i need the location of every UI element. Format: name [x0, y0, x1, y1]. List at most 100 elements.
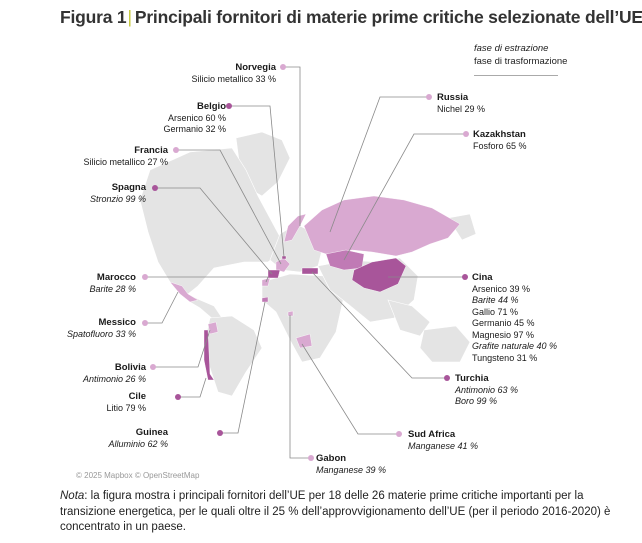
material-share: Grafite naturale 40 %: [472, 341, 558, 351]
title-separator: |: [127, 7, 132, 27]
figure-title: Figura 1| Principali fornitori di materie…: [60, 7, 642, 28]
material-share: Fosforo 65 %: [473, 140, 527, 151]
country-south-africa: [295, 333, 313, 349]
country-name: Gabon: [316, 453, 347, 464]
marker-dot-cile: [175, 394, 181, 400]
country-label-bolivia: Bolivia Antimonio 26 %: [83, 362, 146, 385]
note-label: Nota: [60, 490, 85, 502]
material-share: Manganese 39 %: [316, 464, 387, 475]
legend-processing: fase di trasformazione: [474, 56, 568, 67]
country-name: Norvegia: [235, 62, 276, 73]
note-text: : la figura mostra i principali fornitor…: [60, 490, 611, 533]
material-share: Barite 28 %: [89, 283, 136, 294]
material-share: Germanio 32 %: [163, 124, 226, 134]
country-name: Messico: [98, 317, 137, 328]
country-name: Bolivia: [114, 362, 146, 373]
country-name: Spagna: [111, 182, 146, 193]
country-name: Sud Africa: [408, 429, 456, 440]
leader-line-spagna: [155, 187, 273, 275]
country-label-cina: Cina Arsenico 39 % Barite 44 % Gallio 71 % G…: [472, 272, 557, 364]
marker-dot-sudafrica: [396, 431, 402, 437]
country-bolivia: [207, 321, 219, 335]
country-label-marocco: Marocco Barite 28 %: [89, 272, 136, 295]
leader-line-marocco: [145, 276, 269, 283]
material-share: Silicio metallico 33 %: [191, 73, 276, 84]
land-north-america: [139, 147, 287, 295]
marker-dot-norvegia: [280, 64, 286, 70]
leader-line-russia: [329, 96, 429, 233]
material-share: Tungsteno 31 %: [472, 352, 538, 363]
country-name: Guinea: [135, 427, 168, 438]
material-share: Alluminio 62 %: [108, 438, 168, 449]
material-share: Germanio 45 %: [472, 318, 535, 328]
marker-dot-russia: [426, 94, 432, 100]
country-china: [351, 257, 407, 293]
material-share: Arsenico 39 %: [472, 283, 531, 294]
land-alaska-east: [447, 213, 477, 241]
marker-dots: [142, 64, 469, 461]
country-label-sudafrica: Sud Africa Manganese 41 %: [408, 429, 478, 452]
leader-line-kazakhstan: [343, 133, 466, 261]
marker-dot-messico: [142, 320, 148, 326]
country-belgium: [281, 255, 287, 260]
title-text: Principali fornitori di materie prime cr…: [134, 7, 642, 27]
country-label-guinea: Guinea Alluminio 62 %: [108, 427, 168, 450]
country-label-gabon: Gabon Manganese 39 %: [316, 453, 386, 476]
country-label-francia: Francia Silicio metallico 27 %: [83, 145, 168, 168]
leader-line-bolivia: [153, 329, 211, 368]
legend-extraction: fase di estrazione: [474, 43, 549, 54]
leader-line-sudafrica: [301, 343, 399, 435]
material-share: Stronzio 99 %: [89, 193, 146, 204]
leader-line-messico: [145, 291, 179, 324]
material-share: Boro 99 %: [455, 396, 498, 406]
marker-dot-marocco: [142, 274, 148, 280]
country-label-russia: Russia Nichel 29 %: [437, 92, 485, 115]
country-name: Russia: [437, 92, 469, 103]
country-guinea: [261, 296, 269, 303]
leader-line-turchia: [311, 271, 447, 379]
country-label-kazakhstan: Kazakhstan Fosforo 65 %: [473, 129, 527, 152]
country-name: Marocco: [96, 272, 136, 283]
material-share: Spatofluoro 33 %: [66, 328, 136, 339]
leader-line-guinea: [220, 301, 266, 434]
country-name: Turchia: [455, 373, 489, 384]
country-label-messico: Messico Spatofluoro 33 %: [67, 317, 136, 340]
country-norway: [283, 213, 307, 243]
country-label-norvegia: Norvegia Silicio metallico 33 %: [191, 62, 276, 85]
leader-lines: [145, 66, 466, 459]
figure-note: Nota: la figura mostra i principali forn…: [60, 489, 632, 536]
land-africa: [261, 273, 345, 363]
country-name: Kazakhstan: [473, 129, 526, 140]
material-share: Arsenico 60 %: [167, 112, 226, 123]
material-share: Gallio 71 %: [472, 306, 519, 317]
country-label-spagna: Spagna Stronzio 99 %: [90, 182, 146, 205]
country-turkey: [301, 267, 319, 275]
map-credit: © 2025 Mapbox © OpenStreetMap: [76, 471, 200, 480]
legend: fase di estrazione fase di trasformazion…: [474, 42, 567, 76]
country-gabon: [287, 310, 294, 317]
country-spain: [267, 269, 281, 279]
leader-line-gabon: [289, 315, 311, 459]
country-name: Francia: [134, 145, 168, 156]
material-share: Antimonio 26 %: [82, 373, 146, 384]
land-australia: [419, 325, 471, 363]
leader-line-cile: [178, 377, 207, 398]
country-chile: [203, 329, 215, 381]
marker-dot-turchia: [444, 375, 450, 381]
material-share: Manganese 41 %: [408, 440, 479, 451]
leader-line-norvegia: [283, 66, 301, 226]
marker-dot-bolivia: [150, 364, 156, 370]
leader-line-francia: [176, 149, 282, 265]
legend-divider: [474, 75, 558, 76]
material-share: Barite 44 %: [472, 295, 519, 305]
marker-dot-gabon: [308, 455, 314, 461]
leader-line-belgio: [229, 105, 285, 258]
land-base: [139, 131, 477, 397]
marker-dot-guinea: [217, 430, 223, 436]
marker-dot-cina: [462, 274, 468, 280]
country-russia: [303, 195, 461, 257]
country-label-turchia: Turchia Antimonio 63 % Boro 99 %: [455, 373, 518, 408]
country-label-cile: Cile Litio 79 %: [106, 391, 146, 414]
land-southeast-asia: [387, 299, 431, 337]
